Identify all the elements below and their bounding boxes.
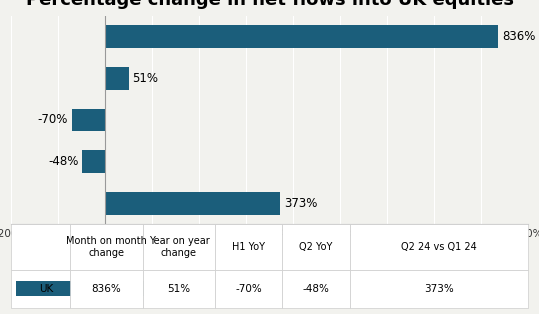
FancyBboxPatch shape: [70, 270, 143, 308]
Bar: [72, 109, 105, 132]
FancyBboxPatch shape: [143, 270, 215, 308]
Text: Month on month
change: Month on month change: [66, 236, 147, 258]
Text: 373%: 373%: [284, 197, 317, 210]
Title: Percentage change in net flows into UK equities: Percentage change in net flows into UK e…: [25, 0, 514, 8]
FancyBboxPatch shape: [282, 224, 350, 270]
Text: Q2 YoY: Q2 YoY: [299, 242, 333, 252]
Text: 373%: 373%: [424, 284, 454, 294]
Text: -70%: -70%: [236, 284, 262, 294]
FancyBboxPatch shape: [350, 224, 528, 270]
Bar: [105, 67, 129, 90]
Bar: [82, 150, 105, 173]
Text: H1 YoY: H1 YoY: [232, 242, 265, 252]
Text: -70%: -70%: [38, 113, 68, 127]
FancyBboxPatch shape: [143, 224, 215, 270]
Bar: [105, 25, 498, 48]
FancyBboxPatch shape: [282, 270, 350, 308]
FancyBboxPatch shape: [11, 224, 70, 270]
FancyBboxPatch shape: [70, 224, 143, 270]
Text: Q2 24 vs Q1 24: Q2 24 vs Q1 24: [401, 242, 477, 252]
Text: Year on year
change: Year on year change: [149, 236, 209, 258]
Text: UK: UK: [39, 284, 53, 294]
FancyBboxPatch shape: [11, 270, 70, 308]
Text: -48%: -48%: [48, 155, 79, 168]
FancyBboxPatch shape: [215, 224, 282, 270]
Bar: [16, 281, 198, 296]
FancyBboxPatch shape: [350, 270, 528, 308]
Text: 51%: 51%: [133, 72, 158, 85]
Text: 836%: 836%: [502, 30, 535, 43]
Text: 836%: 836%: [92, 284, 121, 294]
Text: -48%: -48%: [302, 284, 329, 294]
Bar: [105, 192, 280, 215]
Text: 51%: 51%: [168, 284, 190, 294]
FancyBboxPatch shape: [215, 270, 282, 308]
